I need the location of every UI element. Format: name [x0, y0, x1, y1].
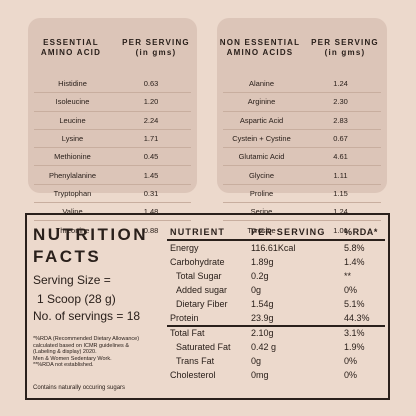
table-row: Threonine 0.88	[55, 225, 159, 235]
protein-rule	[167, 325, 385, 327]
nutrition-facts-title: NUTRITION FACTS	[33, 225, 149, 266]
nutrient-row: Protein 23.9g 44.3%	[170, 313, 370, 323]
table-row: Tryptophan 0.31	[34, 185, 191, 204]
nutrient-row: Dietary Fiber 1.54g 5.1%	[176, 299, 365, 309]
non-essential-rows: Alanine 1.24 Arginine 2.30 Aspartic Acid 2.…	[223, 75, 381, 239]
table-row: Leucine 2.24	[34, 112, 191, 130]
rda-footnote: *%RDA (Recommended Dietary Allowance) ca…	[33, 336, 140, 368]
table-row: Phenylalanine 1.45	[34, 166, 191, 185]
table-row: Serine 1.24	[223, 203, 381, 222]
column-header-rda: %RDA*	[344, 227, 379, 237]
table-row: Isoleucine 1.20	[34, 93, 191, 112]
nutrient-row: Added sugar 0g 0%	[176, 285, 358, 295]
essential-rows: Histidine 0.63 Isoleucine 1.20 Leucine 2.24…	[34, 75, 191, 239]
nutrient-row: Carbohydrate 1.89g 1.4%	[170, 257, 365, 267]
sugar-footer-note: Contains naturally occuring sugars	[33, 385, 126, 391]
table-row: Tyrosine 1.01	[247, 225, 348, 235]
essential-amino-acid-table: ESSENTIAL AMINO ACID PER SERVING (in gms…	[28, 18, 197, 235]
essential-value-header: PER SERVING (in gms)	[122, 38, 190, 57]
table-row: Arginine 2.30	[223, 93, 381, 112]
non-essential-amino-acid-table: NON ESSENTIAL AMINO ACIDS PER SERVING (i…	[217, 18, 387, 235]
nutrition-facts-panel: NUTRITION FACTS Serving Size = 1 Scoop (…	[25, 213, 390, 400]
table-row: Alanine 1.24	[223, 75, 381, 94]
serving-size-value: 1 Scoop (28 g)	[37, 292, 116, 306]
serving-size-label: Serving Size =	[33, 273, 111, 287]
non-essential-value-header: PER SERVING (in gms)	[311, 38, 379, 57]
table-row: Lysine 1.71	[34, 130, 191, 149]
table-row: Aspartic Acid 2.83	[223, 112, 381, 130]
header-rule	[167, 239, 385, 241]
nutrient-row: Total Sugar 0.2g **	[176, 271, 352, 281]
nutrient-row: Saturated Fat 0.42 g 1.9%	[176, 342, 365, 352]
nutrient-row: Cholesterol 0mg 0%	[170, 370, 358, 380]
column-header-nutrient: NUTRIENT	[170, 227, 226, 237]
servings-count: No. of servings = 18	[33, 309, 141, 323]
table-row: Cystein + Cystine 0.67	[223, 130, 381, 149]
nutrient-row: Energy 116.61Kcal 5.8%	[170, 243, 365, 253]
non-essential-name-header: NON ESSENTIAL AMINO ACIDS	[219, 38, 301, 57]
essential-name-header: ESSENTIAL AMINO ACID	[40, 38, 102, 57]
table-row: Histidine 0.63	[34, 75, 191, 94]
table-row: Glutamic Acid 4.61	[223, 148, 381, 167]
nutrient-row: Trans Fat 0g 0%	[176, 356, 358, 366]
nutrient-row: Total Fat 2.10g 3.1%	[170, 328, 365, 338]
table-row: Proline 1.15	[223, 185, 381, 204]
column-header-per-serving: PER SERVING	[251, 227, 326, 237]
table-row: Valine 1.48	[34, 203, 191, 222]
table-row: Methionine 0.45	[34, 148, 191, 167]
table-row: Glycine 1.11	[223, 166, 381, 185]
